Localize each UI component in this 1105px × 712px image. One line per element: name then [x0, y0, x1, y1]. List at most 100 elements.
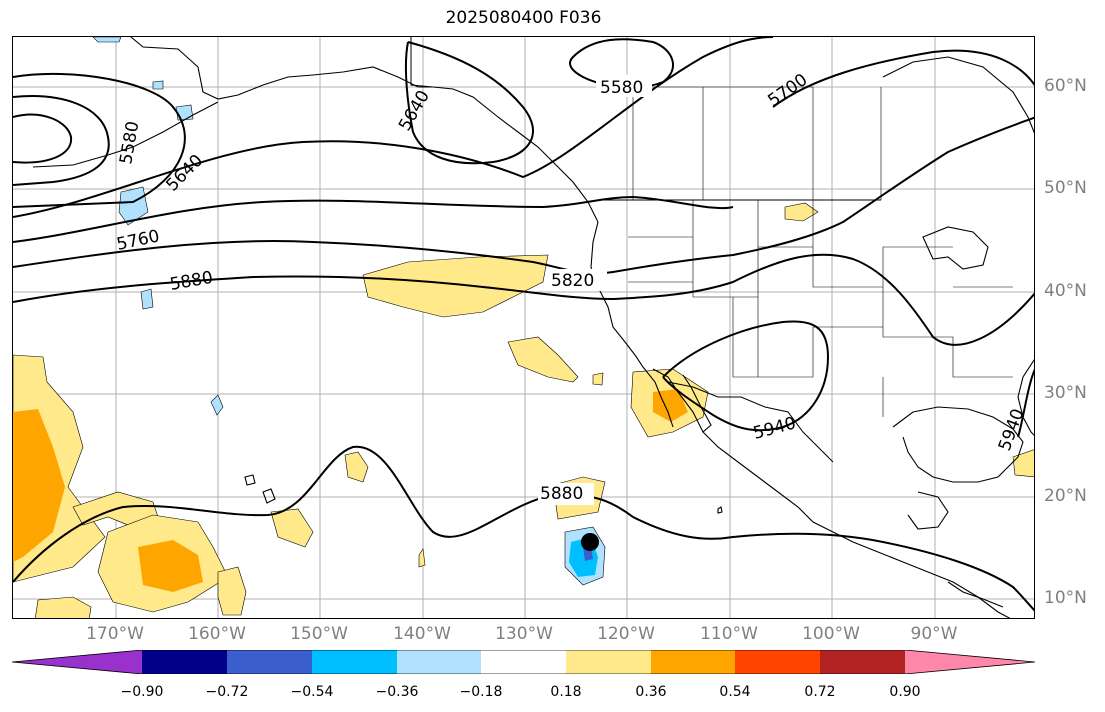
colorbar-segment-5 — [481, 650, 566, 674]
contour-label-5640-gulf: 5640 — [395, 87, 434, 134]
map-canvas: 5580 5580 5640 5640 5700 5760 5880 5820 … — [13, 37, 1034, 618]
aleutians-coast — [32, 101, 219, 168]
contour-5940 — [662, 320, 830, 432]
contour-5700 — [13, 37, 774, 218]
colorbar-tick-neg-0-36: −0.36 — [375, 684, 419, 700]
anomaly-region-hawaii — [344, 451, 369, 483]
colorbar-tick-0-36: 0.36 — [635, 684, 667, 700]
contour-5700-east — [772, 49, 1034, 108]
colorbar-tick-0-18: 0.18 — [550, 684, 582, 700]
anomaly-region-subtropical-2-core — [138, 540, 203, 592]
canada-province-borders — [598, 86, 882, 200]
anomaly-region-small-1 — [592, 372, 604, 386]
alaska-coast — [130, 37, 599, 223]
colorbar-segment-2 — [227, 650, 312, 674]
colorbar-tick-neg-0-18: −0.18 — [459, 684, 503, 700]
contour-5880-south — [13, 445, 1034, 612]
mexico-coast — [702, 431, 1011, 618]
contour-label-group: 5580 5580 5640 5640 5700 5760 5880 5820 … — [115, 70, 1029, 505]
lon-label-160w: 160°W — [188, 624, 246, 644]
colorbar-tick-neg-0-90: −0.90 — [120, 684, 164, 700]
hudson-area — [882, 56, 1034, 134]
great-lakes — [922, 226, 989, 270]
contour-label-5880-west: 5880 — [168, 268, 214, 295]
lat-label-10n: 10°N — [1044, 588, 1087, 608]
contour-label-5760: 5760 — [115, 226, 161, 255]
lat-label-20n: 20°N — [1044, 486, 1087, 506]
negative-region-small — [210, 394, 224, 416]
lon-label-120w: 120°W — [597, 624, 655, 644]
contour-5640-gulf — [404, 41, 534, 165]
colorbar-tick-0-72: 0.72 — [804, 684, 836, 700]
contour-label-5940: 5940 — [751, 413, 798, 444]
colorbar-tick-0-90: 0.90 — [889, 684, 921, 700]
colorbar-tick-neg-0-54: −0.54 — [290, 684, 334, 700]
anomaly-region-southwest — [34, 596, 92, 618]
anomaly-region-small-2 — [418, 548, 426, 568]
negative-region-north-3 — [140, 288, 154, 310]
contour-label-5940-east: 5940 — [995, 406, 1029, 453]
contour-label-5880-south: 5880 — [540, 484, 583, 504]
anomaly-region-baja-west — [507, 336, 579, 383]
colorbar-segment-9 — [820, 650, 905, 674]
lon-label-90w: 90°W — [910, 624, 958, 644]
contour-5760 — [13, 195, 734, 243]
lat-label-30n: 30°N — [1044, 383, 1087, 403]
gulf-coast — [892, 406, 1024, 483]
island-east-pacific — [717, 506, 723, 514]
lon-label-140w: 140°W — [393, 624, 451, 644]
positive-anomaly-regions — [13, 202, 1034, 618]
map-frame: 5580 5580 5640 5640 5700 5760 5880 5820 … — [12, 36, 1035, 619]
negative-region-north-4 — [92, 37, 122, 43]
contour-label-5820: 5820 — [551, 271, 594, 291]
anomaly-region-florida — [1012, 449, 1034, 478]
colorbar-segment-extend-max — [905, 650, 1035, 674]
lat-label-50n: 50°N — [1044, 178, 1087, 198]
colorbar-segment-3 — [312, 650, 397, 674]
height-contours — [13, 37, 1034, 612]
colorbar-segment-6 — [566, 650, 651, 674]
anomaly-region-subtropical-3 — [217, 566, 247, 616]
east-coast — [1017, 359, 1034, 436]
political-borders — [410, 37, 1013, 463]
colorbar-segments — [12, 650, 1035, 674]
coastlines — [32, 37, 1034, 618]
colorbar-segment-4 — [397, 650, 481, 674]
contour-5880-north — [13, 253, 1034, 346]
contour-label-5580-north: 5580 — [600, 78, 643, 98]
colorbar-segment-1 — [142, 650, 227, 674]
anomaly-region-west-pacific-core — [13, 409, 65, 562]
map-title: 2025080400 F036 — [445, 8, 602, 28]
contour-5940-east — [1017, 369, 1034, 438]
alaska-canada-border — [410, 37, 434, 88]
hawaii-islands — [244, 474, 276, 504]
us-mexico-border — [667, 381, 834, 463]
anomaly-region-central-1 — [270, 508, 314, 548]
colorbar-segment-extend-min — [12, 650, 142, 674]
contour-label-5700: 5700 — [764, 70, 811, 111]
us-state-borders — [628, 200, 1013, 417]
lon-label-110w: 110°W — [700, 624, 758, 644]
negative-region-north-2 — [175, 104, 194, 121]
yucatan-coast — [907, 491, 949, 530]
lat-label-60n: 60°N — [1044, 76, 1087, 96]
colorbar — [12, 650, 1035, 674]
storm-center-marker — [581, 533, 599, 551]
anomaly-region-great-basin — [784, 202, 819, 222]
contour-5580-west — [13, 95, 110, 186]
negative-region-north-5 — [152, 80, 164, 90]
colorbar-tick-0-54: 0.54 — [719, 684, 751, 700]
lon-label-100w: 100°W — [802, 624, 860, 644]
contour-label-5580-west: 5580 — [116, 120, 143, 166]
central-america-coast — [947, 581, 1004, 608]
anomaly-region-northeast-pacific — [362, 254, 549, 318]
colorbar-tick-neg-0-72: −0.72 — [205, 684, 249, 700]
lon-label-150w: 150°W — [290, 624, 348, 644]
west-coast — [590, 221, 674, 428]
lon-label-130w: 130°W — [495, 624, 553, 644]
colorbar-segment-8 — [735, 650, 820, 674]
contour-5640-west — [13, 72, 186, 208]
colorbar-segment-7 — [651, 650, 735, 674]
contour-5520-low — [13, 113, 73, 164]
lon-label-170w: 170°W — [86, 624, 144, 644]
